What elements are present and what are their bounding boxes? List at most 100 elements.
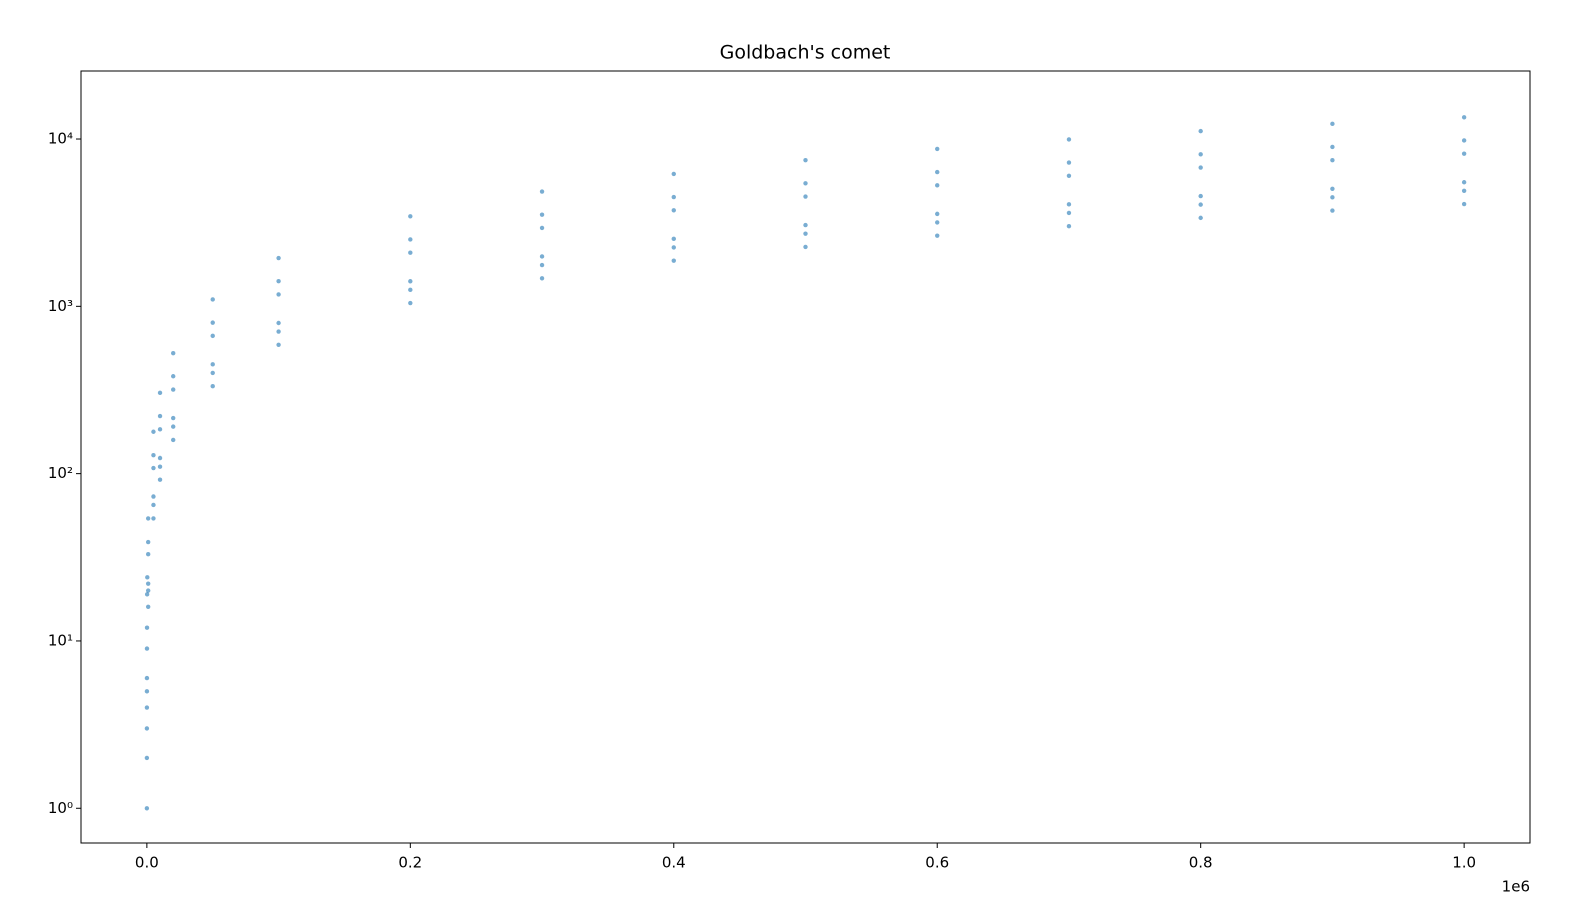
x-tick-label: 0.2	[398, 854, 422, 872]
point	[1198, 215, 1203, 221]
point	[671, 245, 676, 250]
point	[1330, 144, 1335, 150]
point	[276, 278, 281, 284]
point	[1066, 160, 1072, 165]
point	[408, 237, 413, 242]
point	[276, 329, 281, 334]
point	[145, 539, 151, 545]
chart-title: Goldbach's comet	[720, 42, 891, 64]
point	[1330, 158, 1335, 163]
plot-frame	[80, 70, 1531, 844]
point	[276, 320, 281, 326]
point	[539, 254, 545, 259]
point	[144, 625, 150, 630]
y-tick-label: 10¹	[48, 631, 73, 649]
point	[539, 262, 545, 268]
point	[1461, 151, 1467, 156]
point	[1066, 223, 1072, 229]
point	[144, 689, 150, 694]
point	[539, 225, 545, 231]
point	[151, 429, 156, 434]
x-offset-label: 1e6	[1502, 878, 1530, 896]
point	[1198, 165, 1203, 170]
point	[157, 413, 163, 419]
point	[803, 157, 808, 163]
point	[171, 374, 176, 379]
point	[408, 214, 413, 219]
point	[144, 592, 150, 597]
x-tick-label: 0.4	[662, 854, 686, 872]
point	[1066, 137, 1072, 142]
x-tick-label: 0.6	[925, 854, 949, 872]
point	[157, 464, 163, 469]
point	[144, 646, 150, 651]
point	[145, 516, 151, 521]
point	[1198, 128, 1203, 134]
point	[276, 342, 281, 347]
x-tick-label: 0.8	[1189, 854, 1213, 872]
point	[935, 220, 940, 225]
point	[408, 287, 413, 293]
point	[1461, 201, 1467, 207]
point	[145, 575, 150, 580]
point	[151, 452, 156, 458]
point	[671, 236, 676, 242]
point	[1461, 138, 1467, 143]
point	[210, 362, 215, 367]
y-tick-label: 10³	[48, 297, 73, 315]
point	[1330, 121, 1335, 127]
point	[408, 250, 413, 255]
point	[1198, 152, 1203, 157]
point	[539, 212, 545, 217]
point	[151, 494, 156, 499]
point	[803, 194, 808, 199]
point	[671, 208, 676, 213]
point	[803, 244, 808, 250]
point	[539, 189, 545, 194]
point	[803, 181, 808, 186]
point	[1198, 193, 1203, 199]
point	[171, 387, 176, 392]
y-tick-label: 10²	[48, 464, 73, 482]
point	[171, 415, 176, 421]
point	[1198, 202, 1203, 207]
point	[1330, 208, 1335, 213]
point	[1461, 180, 1467, 185]
point	[144, 726, 150, 731]
point	[1066, 173, 1072, 178]
point	[1066, 202, 1072, 207]
point	[157, 427, 163, 432]
point	[408, 300, 413, 306]
point	[935, 233, 940, 238]
point	[935, 169, 940, 175]
point	[935, 211, 940, 217]
point	[144, 675, 150, 681]
point	[671, 171, 676, 177]
point	[803, 222, 808, 228]
point	[210, 384, 215, 389]
y-tick-label: 10⁴	[48, 130, 73, 148]
point	[145, 581, 151, 586]
point	[151, 516, 156, 521]
point	[145, 551, 151, 557]
point	[144, 705, 150, 710]
point	[1461, 188, 1467, 194]
point	[157, 390, 163, 396]
point	[210, 297, 215, 302]
point	[151, 502, 156, 508]
point	[171, 424, 176, 429]
point	[157, 477, 163, 482]
x-tick-label: 0.0	[135, 854, 159, 872]
point	[1330, 195, 1335, 200]
point	[935, 183, 940, 188]
point	[671, 194, 676, 200]
y-tick-label: 10⁰	[48, 799, 73, 817]
x-tick-label: 1.0	[1452, 854, 1476, 872]
point	[1330, 186, 1335, 191]
point	[157, 455, 163, 461]
point	[144, 806, 150, 811]
point	[539, 276, 545, 281]
point	[210, 333, 215, 339]
point	[1461, 115, 1467, 120]
